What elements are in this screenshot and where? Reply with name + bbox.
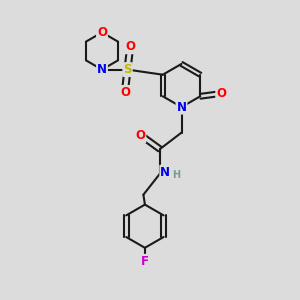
Text: N: N (97, 63, 107, 76)
Text: S: S (123, 63, 132, 76)
Text: N: N (160, 166, 170, 179)
Text: F: F (141, 255, 149, 268)
Text: H: H (172, 170, 181, 180)
Text: O: O (216, 87, 226, 101)
Text: O: O (120, 86, 130, 99)
Text: N: N (176, 100, 187, 114)
Text: O: O (135, 129, 146, 142)
Text: O: O (97, 26, 107, 39)
Text: O: O (125, 40, 135, 53)
